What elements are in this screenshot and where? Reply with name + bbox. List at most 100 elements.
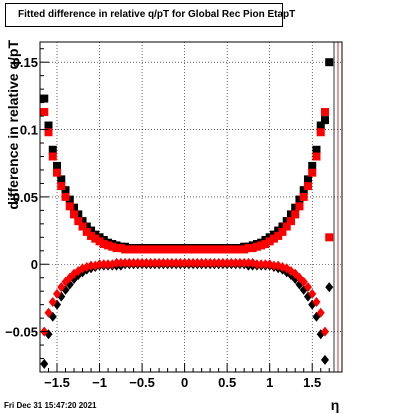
data-point-diamond [308, 288, 317, 299]
data-point-square [150, 245, 159, 254]
data-point-square [133, 245, 142, 254]
data-point-square [99, 236, 108, 244]
data-point-square [70, 203, 79, 212]
data-point-diamond [320, 326, 329, 337]
data-point-diamond [87, 260, 96, 271]
data-point-square [252, 242, 261, 251]
y-tick-label: 0.1 [20, 123, 38, 138]
y-tick-label: 0.05 [13, 190, 38, 205]
data-point-diamond [53, 288, 62, 299]
data-point-square [286, 210, 295, 219]
data-point-square [274, 226, 283, 235]
data-point-square [295, 195, 304, 204]
data-point-square [320, 108, 329, 117]
data-point-square [53, 161, 62, 170]
data-point-square [87, 231, 96, 240]
data-point-square [167, 245, 176, 254]
data-point-square [223, 245, 232, 254]
data-point-square [176, 245, 185, 254]
data-point-square [163, 245, 172, 254]
data-point-diamond [138, 257, 147, 268]
data-point-diamond [40, 358, 49, 369]
data-point-square [261, 236, 270, 244]
data-point-square [231, 245, 240, 254]
data-point-diamond [231, 257, 240, 268]
tick-labels: −1.5 −1 −0.5 0 0.5 1 1.5 −0.05 0 0.05 0.1 0.15 [5, 55, 321, 390]
data-point-diamond [48, 296, 57, 307]
data-point-square [299, 192, 308, 201]
data-point-square [206, 245, 215, 254]
data-point-square [159, 245, 168, 254]
y-axis-label: difference in relative q/pT [5, 40, 21, 210]
data-point-square [235, 245, 244, 254]
x-tick-label: 1 [266, 375, 273, 390]
y-tick-label: −0.05 [5, 325, 38, 340]
data-point-square [227, 245, 236, 254]
chart-title: Fitted difference in relative q/pT for G… [5, 3, 295, 27]
data-point-square [295, 202, 304, 211]
data-point-square [125, 245, 134, 254]
data-point-square [214, 245, 223, 254]
data-point-diamond [176, 257, 185, 268]
data-point-square [312, 152, 321, 161]
data-point-square [265, 233, 274, 242]
y-tick-label: 0.15 [13, 55, 38, 70]
x-tick-label: 0.5 [218, 375, 236, 390]
data-point-diamond [44, 307, 53, 318]
data-point-square [65, 195, 74, 204]
data-point-diamond [193, 257, 202, 268]
data-point-square [112, 244, 121, 253]
y-tick-label: 0 [31, 257, 38, 272]
data-point-square [74, 210, 83, 219]
x-tick-label: 0 [181, 375, 188, 390]
data-point-square [265, 237, 274, 246]
data-point-square [138, 245, 147, 254]
data-point-square [308, 161, 317, 170]
data-point-diamond [316, 307, 325, 318]
data-point-square [282, 222, 291, 231]
data-point-diamond [142, 257, 151, 268]
data-point-square [99, 240, 108, 249]
data-point-diamond [299, 276, 308, 287]
data-point-diamond [167, 257, 176, 268]
data-point-square [312, 145, 321, 154]
data-point-square [240, 245, 249, 254]
data-point-square [57, 182, 66, 191]
data-point-square [278, 222, 287, 231]
data-point-diamond [172, 257, 181, 268]
data-point-square [325, 58, 334, 67]
data-point-diamond [150, 257, 159, 268]
data-point-square [291, 210, 300, 219]
data-point-diamond [320, 354, 329, 365]
data-point-square [308, 168, 317, 177]
data-point-diamond [197, 257, 206, 268]
data-point-square [320, 116, 329, 125]
data-point-diamond [155, 257, 164, 268]
data-point-diamond [303, 282, 312, 293]
x-tick-label: −1.5 [44, 375, 70, 390]
data-point-square [70, 210, 79, 219]
data-point-diamond [244, 257, 253, 268]
data-point-diamond [269, 260, 278, 271]
data-point-square [282, 217, 291, 226]
data-point-square [121, 245, 130, 254]
x-tick-label: −1 [92, 375, 107, 390]
axes-frame [39, 41, 343, 373]
data-point-square [61, 186, 70, 195]
data-point-square [218, 245, 227, 254]
data-point-diamond [227, 257, 236, 268]
data-point-square [146, 245, 155, 254]
data-point-square [303, 175, 312, 184]
data-point-diamond [189, 257, 198, 268]
data-point-square [142, 245, 151, 254]
timestamp: Fri Dec 31 15:47:20 2021 [4, 401, 97, 410]
data-point-square [82, 222, 91, 231]
data-point-square [201, 245, 210, 254]
axis-ticks [39, 48, 330, 373]
data-point-square [180, 245, 189, 254]
data-point-square [82, 227, 91, 236]
data-point-square [129, 245, 138, 254]
data-point-diamond [325, 282, 334, 293]
data-point-diamond [146, 257, 155, 268]
data-point-square [61, 192, 70, 201]
